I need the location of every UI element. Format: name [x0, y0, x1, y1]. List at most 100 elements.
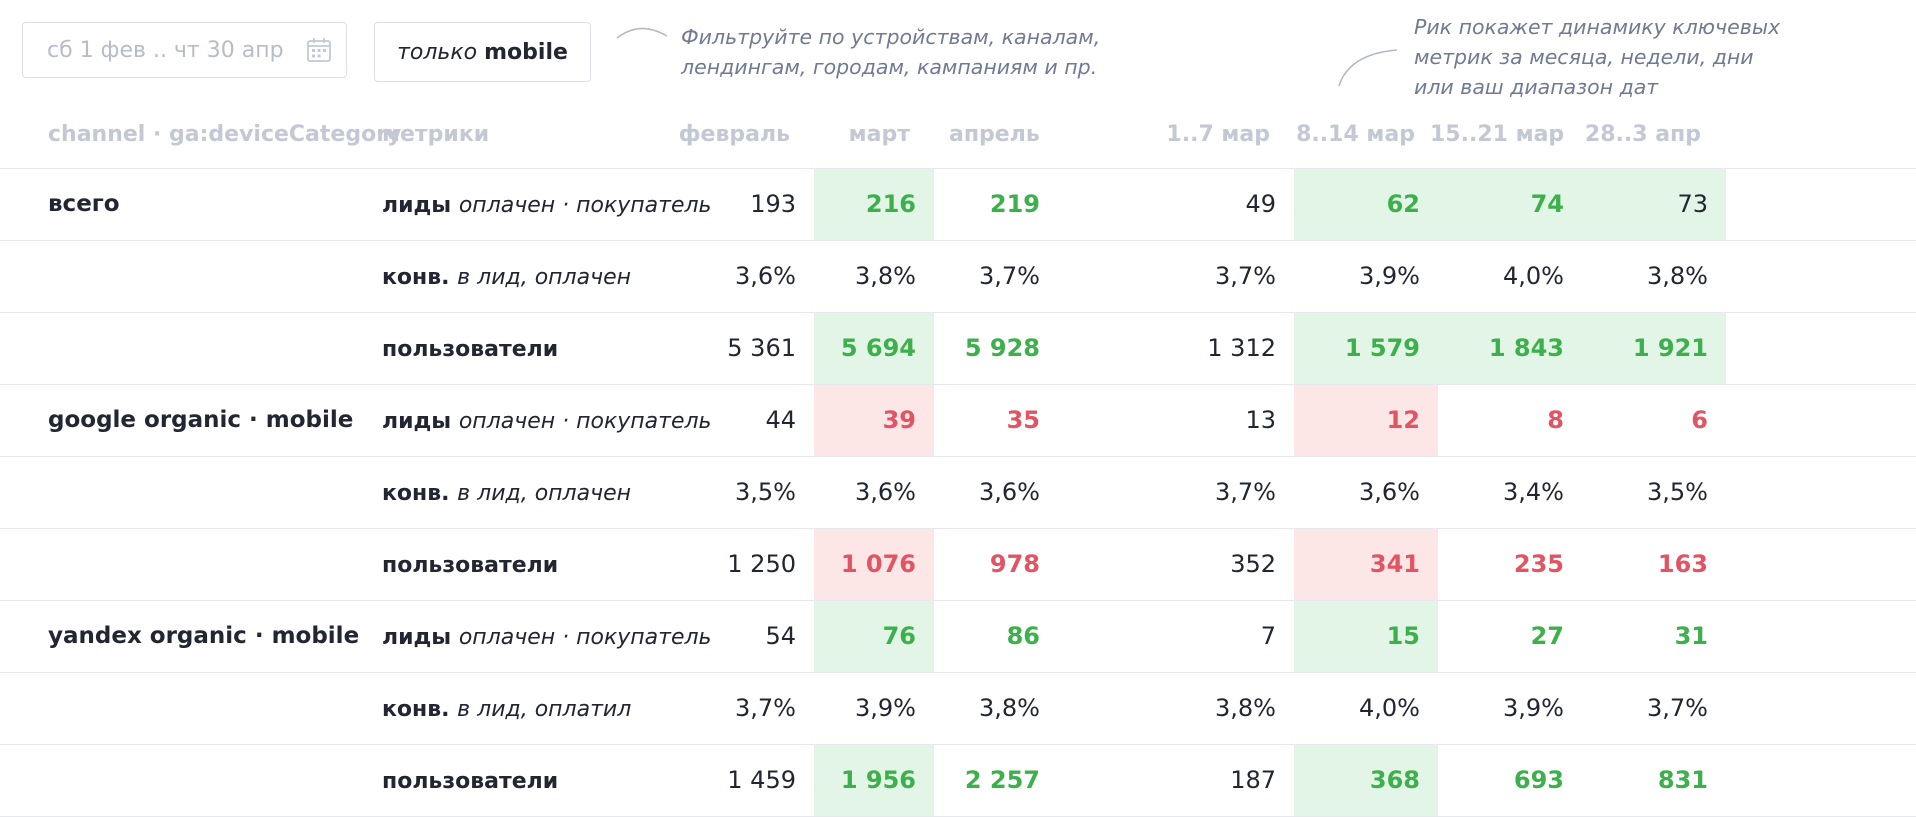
- header-month-mar[interactable]: март: [848, 122, 910, 147]
- value-cell: 31: [1674, 622, 1708, 650]
- value-cell: 5 361: [727, 334, 796, 362]
- value-cell: 27: [1530, 622, 1564, 650]
- value-cell: 73: [1582, 169, 1726, 240]
- value-cell: 3,8%: [1647, 262, 1708, 290]
- header-week-3[interactable]: 15..21 мар: [1430, 122, 1565, 147]
- value-cell: 4,0%: [1359, 694, 1420, 722]
- row-divider: [0, 744, 1916, 745]
- row-divider: [0, 312, 1916, 313]
- header-month-apr[interactable]: апрель: [949, 122, 1040, 147]
- metric-name: пользователи: [382, 337, 559, 362]
- value-cell: 831: [1657, 766, 1708, 794]
- value-cell: 1 843: [1438, 313, 1582, 384]
- value-cell: 352: [1230, 550, 1276, 578]
- value-cell: 74: [1438, 169, 1582, 240]
- device-filter-button[interactable]: только mobile: [374, 22, 591, 82]
- segment-label: всего: [48, 191, 120, 217]
- metric-name: конв.: [382, 265, 450, 290]
- header-segment: channel · ga:deviceCategory: [48, 122, 402, 147]
- value-cell: 163: [1657, 550, 1708, 578]
- value-cell: 5 694: [814, 313, 934, 384]
- value-cell: 978: [989, 550, 1040, 578]
- dynamics-hint-line: Рик покажет динамику ключевых: [1414, 15, 1781, 39]
- date-range-input[interactable]: сб 1 фев .. чт 30 апр: [22, 22, 347, 78]
- segment-label: google organic · mobile: [48, 407, 354, 433]
- value-cell: 1 250: [727, 550, 796, 578]
- value-cell: 49: [1245, 190, 1276, 218]
- value-cell: 54: [765, 622, 796, 650]
- dynamics-hint-line: метрик за месяца, недели, дни: [1414, 45, 1754, 69]
- row-divider: [0, 240, 1916, 241]
- dynamics-hint-curve: [1338, 49, 1398, 87]
- segment-label: yandex organic · mobile: [48, 623, 360, 649]
- header-week-1[interactable]: 1..7 мар: [1166, 122, 1270, 147]
- metric-name: пользователи: [382, 553, 559, 578]
- filter-hint-note: Фильтруйте по устройствам, каналам, ленд…: [681, 22, 1100, 82]
- value-cell: 2 257: [964, 766, 1040, 794]
- value-cell: 1 956: [814, 745, 934, 816]
- value-cell: 76: [814, 601, 934, 672]
- value-cell: 3,8%: [1215, 694, 1276, 722]
- value-cell: 3,7%: [735, 694, 796, 722]
- metric-name: лиды: [382, 409, 452, 434]
- header-week-4[interactable]: 28..3 апр: [1584, 122, 1701, 147]
- metric-label: пользователи: [382, 313, 558, 384]
- value-cell: 3,9%: [1503, 694, 1564, 722]
- metric-qualifier: оплачен · покупатель: [458, 409, 712, 434]
- value-cell: 1 076: [814, 529, 934, 600]
- value-cell: 187: [1230, 766, 1276, 794]
- value-cell: 1 312: [1207, 334, 1276, 362]
- value-cell: 235: [1513, 550, 1564, 578]
- metric-name: конв.: [382, 697, 450, 722]
- value-cell: 3,5%: [735, 478, 796, 506]
- value-cell: 12: [1294, 385, 1438, 456]
- date-range-placeholder: сб 1 фев .. чт 30 апр: [47, 37, 284, 63]
- value-cell: 368: [1294, 745, 1438, 816]
- metric-label: конв. в лид, оплачен: [382, 457, 631, 528]
- row-divider: [0, 384, 1916, 385]
- value-cell: 3,6%: [735, 262, 796, 290]
- value-cell: 3,7%: [1647, 694, 1708, 722]
- value-cell: 3,6%: [979, 478, 1040, 506]
- metric-qualifier: в лид, оплачен: [457, 265, 631, 290]
- dynamics-hint-line: или ваш диапазон дат: [1414, 75, 1659, 99]
- value-cell: 3,7%: [1215, 262, 1276, 290]
- metric-qualifier: в лид, оплатил: [457, 697, 632, 722]
- metric-name: конв.: [382, 481, 450, 506]
- value-cell: 3,8%: [855, 262, 916, 290]
- metric-label: конв. в лид, оплачен: [382, 241, 631, 312]
- metric-name: лиды: [382, 193, 452, 218]
- value-cell: 3,9%: [1359, 262, 1420, 290]
- value-cell: 13: [1245, 406, 1276, 434]
- value-cell: 1 579: [1294, 313, 1438, 384]
- value-cell: 4,0%: [1503, 262, 1564, 290]
- metric-name: пользователи: [382, 769, 559, 794]
- value-cell: 3,5%: [1647, 478, 1708, 506]
- filter-hint-line: Фильтруйте по устройствам, каналам,: [681, 25, 1101, 49]
- value-cell: 3,4%: [1503, 478, 1564, 506]
- value-cell: 3,7%: [1215, 478, 1276, 506]
- value-cell: 193: [750, 190, 796, 218]
- value-cell: 3,7%: [979, 262, 1040, 290]
- metric-label: пользователи: [382, 529, 558, 600]
- value-cell: 7: [1260, 622, 1276, 650]
- header-month-feb[interactable]: февраль: [678, 122, 790, 147]
- value-cell: 3,9%: [855, 694, 916, 722]
- value-cell: 3,6%: [855, 478, 916, 506]
- value-cell: 86: [1006, 622, 1040, 650]
- filter-button-italic: только: [397, 39, 478, 65]
- value-cell: 6: [1691, 406, 1708, 434]
- value-cell: 216: [814, 169, 934, 240]
- metric-qualifier: оплачен · покупатель: [458, 625, 712, 650]
- value-cell: 1 459: [727, 766, 796, 794]
- value-cell: 3,6%: [1359, 478, 1420, 506]
- metric-label: конв. в лид, оплатил: [382, 673, 631, 744]
- filter-hint-line: лендингам, городам, кампаниям и пр.: [681, 55, 1098, 79]
- header-week-2[interactable]: 8..14 мар: [1296, 122, 1415, 147]
- calendar-icon[interactable]: [306, 37, 332, 63]
- value-cell: 693: [1513, 766, 1564, 794]
- value-cell: 5 928: [964, 334, 1040, 362]
- header-metric: метрики: [382, 122, 490, 147]
- dynamics-hint-note: Рик покажет динамику ключевых метрик за …: [1414, 12, 1780, 102]
- value-cell: 62: [1294, 169, 1438, 240]
